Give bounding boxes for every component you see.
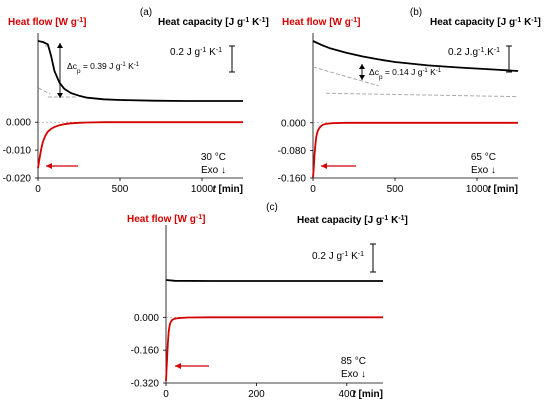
heat-capacity-line bbox=[37, 40, 243, 102]
x-axis-label: t [min] bbox=[212, 184, 243, 195]
y-tick-label: 0.000 bbox=[281, 118, 306, 129]
heat-flow-line bbox=[37, 121, 243, 169]
x-axis-label: t [min] bbox=[487, 184, 518, 195]
scale-bar-label: 0.2 J.g-1.K-1 bbox=[448, 47, 500, 59]
fit-dashed-line bbox=[326, 92, 519, 98]
y-tick-label: -0.160 bbox=[278, 174, 307, 185]
exo-label: Exo ↓ bbox=[341, 369, 366, 380]
right-axis-title: Heat capacity [J g-1 K-1] bbox=[430, 17, 541, 29]
y-tick-label: -0.010 bbox=[3, 146, 32, 157]
y-tick-label: 0.000 bbox=[6, 118, 31, 129]
panel-label: (a) bbox=[140, 7, 152, 18]
y-tick-label: -0.320 bbox=[131, 379, 160, 390]
temperature-label: 85 °C bbox=[341, 356, 366, 367]
temperature-label: 30 °C bbox=[201, 152, 226, 163]
x-axis-label: t [min] bbox=[352, 389, 383, 400]
panel-label: (c) bbox=[266, 202, 278, 213]
right-axis-title: Heat capacity [J g-1 K-1] bbox=[158, 17, 269, 29]
scale-bar-label: 0.2 J g-1 K-1 bbox=[312, 251, 364, 263]
x-tick-label: 200 bbox=[248, 389, 265, 400]
x-tick-label: 500 bbox=[387, 184, 404, 195]
heat-capacity-line bbox=[165, 279, 383, 282]
y-tick-label: -0.080 bbox=[278, 146, 307, 157]
x-tick-label: 0 bbox=[35, 184, 41, 195]
x-tick-label: 0 bbox=[310, 184, 316, 195]
delta-cp-label: Δcp = 0.39 J g-1 K-1 bbox=[67, 61, 140, 75]
left-axis-title: Heat flow [W g-1] bbox=[8, 17, 86, 29]
temperature-label: 65 °C bbox=[471, 152, 496, 163]
heat-capacity-line bbox=[312, 40, 519, 72]
x-tick-label: 0 bbox=[163, 389, 169, 400]
left-axis-title: Heat flow [W g-1] bbox=[282, 17, 360, 29]
heat-flow-line bbox=[312, 121, 518, 178]
y-tick-label: 0.000 bbox=[134, 313, 159, 324]
x-tick-label: 1000 bbox=[466, 184, 489, 195]
exo-label: Exo ↓ bbox=[201, 165, 226, 176]
x-tick-label: 1000 bbox=[191, 184, 214, 195]
fit-dashed-line bbox=[38, 87, 51, 95]
y-tick-label: -0.160 bbox=[131, 346, 160, 357]
left-axis-title: Heat flow [W g-1] bbox=[127, 214, 205, 226]
scale-bar-label: 0.2 J g-1 K-1 bbox=[170, 47, 222, 59]
x-tick-label: 400 bbox=[338, 389, 355, 400]
x-tick-label: 500 bbox=[112, 184, 129, 195]
y-tick-label: -0.020 bbox=[3, 174, 32, 185]
exo-label: Exo ↓ bbox=[471, 165, 496, 176]
panel-label: (b) bbox=[410, 7, 422, 18]
right-axis-title: Heat capacity [J g-1 K-1] bbox=[297, 215, 408, 227]
fit-dashed-line bbox=[312, 66, 379, 87]
heat-flow-line bbox=[165, 316, 383, 381]
delta-cp-label: Δcp = 0.14 J g-1 K-1 bbox=[369, 67, 442, 81]
